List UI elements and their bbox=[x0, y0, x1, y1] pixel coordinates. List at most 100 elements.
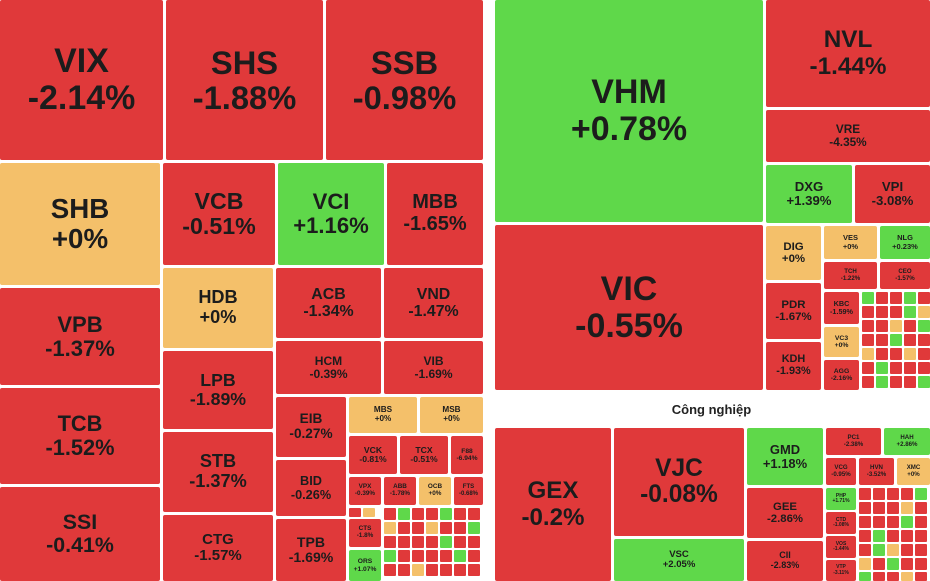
tile: HDB +0% bbox=[163, 268, 273, 348]
ticker: HVN bbox=[870, 463, 883, 471]
ticker: SHB bbox=[50, 193, 110, 225]
tile: VIC -0.55% bbox=[495, 225, 763, 390]
tile: TPB -1.69% bbox=[276, 519, 346, 581]
tile: NLG +0.23% bbox=[880, 226, 930, 259]
minor-tile bbox=[440, 522, 452, 534]
minor-tile bbox=[440, 508, 452, 520]
change-label: -1.93% bbox=[776, 365, 811, 377]
minor-tile bbox=[887, 544, 899, 556]
minor-tile bbox=[468, 564, 480, 576]
tile: OCB +0% bbox=[419, 477, 451, 505]
change-label: -0.51% bbox=[410, 454, 438, 464]
ticker: OCB bbox=[427, 483, 443, 491]
tile: MBB -1.65% bbox=[387, 163, 483, 265]
tile: F88 -6.94% bbox=[451, 436, 483, 474]
minor-tile bbox=[873, 516, 885, 528]
change-label: +0% bbox=[781, 253, 806, 265]
minor-tile bbox=[862, 292, 874, 304]
minor-tile bbox=[873, 488, 885, 500]
minor-tile bbox=[890, 320, 902, 332]
minor-tile bbox=[412, 522, 424, 534]
change-label: +1.07% bbox=[353, 565, 377, 573]
tile: KDH -1.93% bbox=[766, 342, 821, 390]
change-label: -6.94% bbox=[456, 455, 478, 462]
change-label: +1.39% bbox=[786, 193, 832, 208]
ticker: ORS bbox=[357, 558, 373, 566]
ticker: XMC bbox=[906, 463, 921, 471]
change-label: -1.47% bbox=[408, 303, 459, 320]
tile: VCB -0.51% bbox=[163, 163, 275, 265]
ticker: SHS bbox=[210, 43, 279, 81]
minor-tile bbox=[915, 516, 927, 528]
minor-tile bbox=[901, 530, 913, 542]
ticker: VHM bbox=[591, 73, 667, 112]
group-heading: Công nghiệp bbox=[671, 402, 752, 417]
minor-tile bbox=[862, 334, 874, 346]
change-label: -3.52% bbox=[866, 470, 887, 478]
minor-tile bbox=[384, 536, 396, 548]
ticker: NVL bbox=[823, 26, 873, 54]
minor-tile bbox=[890, 292, 902, 304]
change-label: -0.55% bbox=[575, 306, 683, 345]
tile: GMD +1.18% bbox=[747, 428, 823, 485]
minor-tile bbox=[426, 564, 438, 576]
change-label: -3.08% bbox=[871, 193, 914, 208]
tile: VES +0% bbox=[824, 226, 877, 259]
tile: SHB +0% bbox=[0, 163, 160, 285]
change-label: -1.8% bbox=[356, 532, 374, 539]
minor-tile bbox=[915, 502, 927, 514]
minor-tile bbox=[873, 502, 885, 514]
minor-tile bbox=[890, 362, 902, 374]
change-label: -4.35% bbox=[829, 135, 867, 149]
minor-tile bbox=[349, 508, 361, 517]
ticker: VES bbox=[842, 233, 858, 243]
minor-tile bbox=[901, 502, 913, 514]
change-label: +1.71% bbox=[832, 498, 850, 504]
change-label: -1.67% bbox=[775, 311, 812, 323]
tile: VND -1.47% bbox=[384, 268, 483, 338]
ticker: HDB bbox=[198, 287, 238, 308]
change-label: +0% bbox=[51, 223, 109, 254]
change-label: -0.95% bbox=[831, 470, 851, 478]
change-label: +2.05% bbox=[662, 559, 696, 570]
change-label: -2.83% bbox=[770, 560, 800, 570]
minor-tile bbox=[876, 320, 888, 332]
minor-tile bbox=[862, 306, 874, 318]
minor-tile bbox=[915, 558, 927, 570]
tile: ABB -1.78% bbox=[384, 477, 416, 505]
change-label: -1.69% bbox=[288, 549, 334, 565]
change-label: +0.23% bbox=[892, 241, 918, 251]
minor-tile bbox=[876, 376, 888, 388]
minor-tile bbox=[901, 488, 913, 500]
ticker: CTS bbox=[358, 525, 372, 533]
minor-tile bbox=[859, 544, 871, 556]
change-label: -2.16% bbox=[830, 375, 853, 382]
minor-tile bbox=[454, 550, 466, 562]
change-label: -0.39% bbox=[354, 490, 376, 497]
ticker: F88 bbox=[461, 447, 473, 455]
change-label: -0.51% bbox=[182, 213, 256, 239]
minor-tile bbox=[918, 292, 930, 304]
minor-tile bbox=[915, 530, 927, 542]
minor-tile bbox=[876, 334, 888, 346]
ticker: VIB bbox=[423, 353, 444, 368]
tile: XMC +0% bbox=[897, 458, 930, 485]
tile: SSI -0.41% bbox=[0, 487, 160, 581]
minor-tile bbox=[398, 550, 410, 562]
ticker: VPX bbox=[358, 483, 372, 491]
ticker: GMD bbox=[769, 441, 801, 457]
minor-tile bbox=[918, 376, 930, 388]
ticker: AGG bbox=[833, 367, 850, 375]
tile: FTS -0.68% bbox=[454, 477, 483, 505]
minor-tile bbox=[859, 530, 871, 542]
tile: AGG -2.16% bbox=[824, 360, 859, 390]
tile: STB -1.37% bbox=[163, 432, 273, 512]
minor-tile bbox=[862, 376, 874, 388]
tile: CII -2.83% bbox=[747, 541, 823, 581]
tile: HVN -3.52% bbox=[859, 458, 894, 485]
tile: CTD -1.08% bbox=[826, 512, 856, 534]
ticker: VCG bbox=[834, 463, 848, 471]
change-label: +1.18% bbox=[762, 455, 808, 471]
